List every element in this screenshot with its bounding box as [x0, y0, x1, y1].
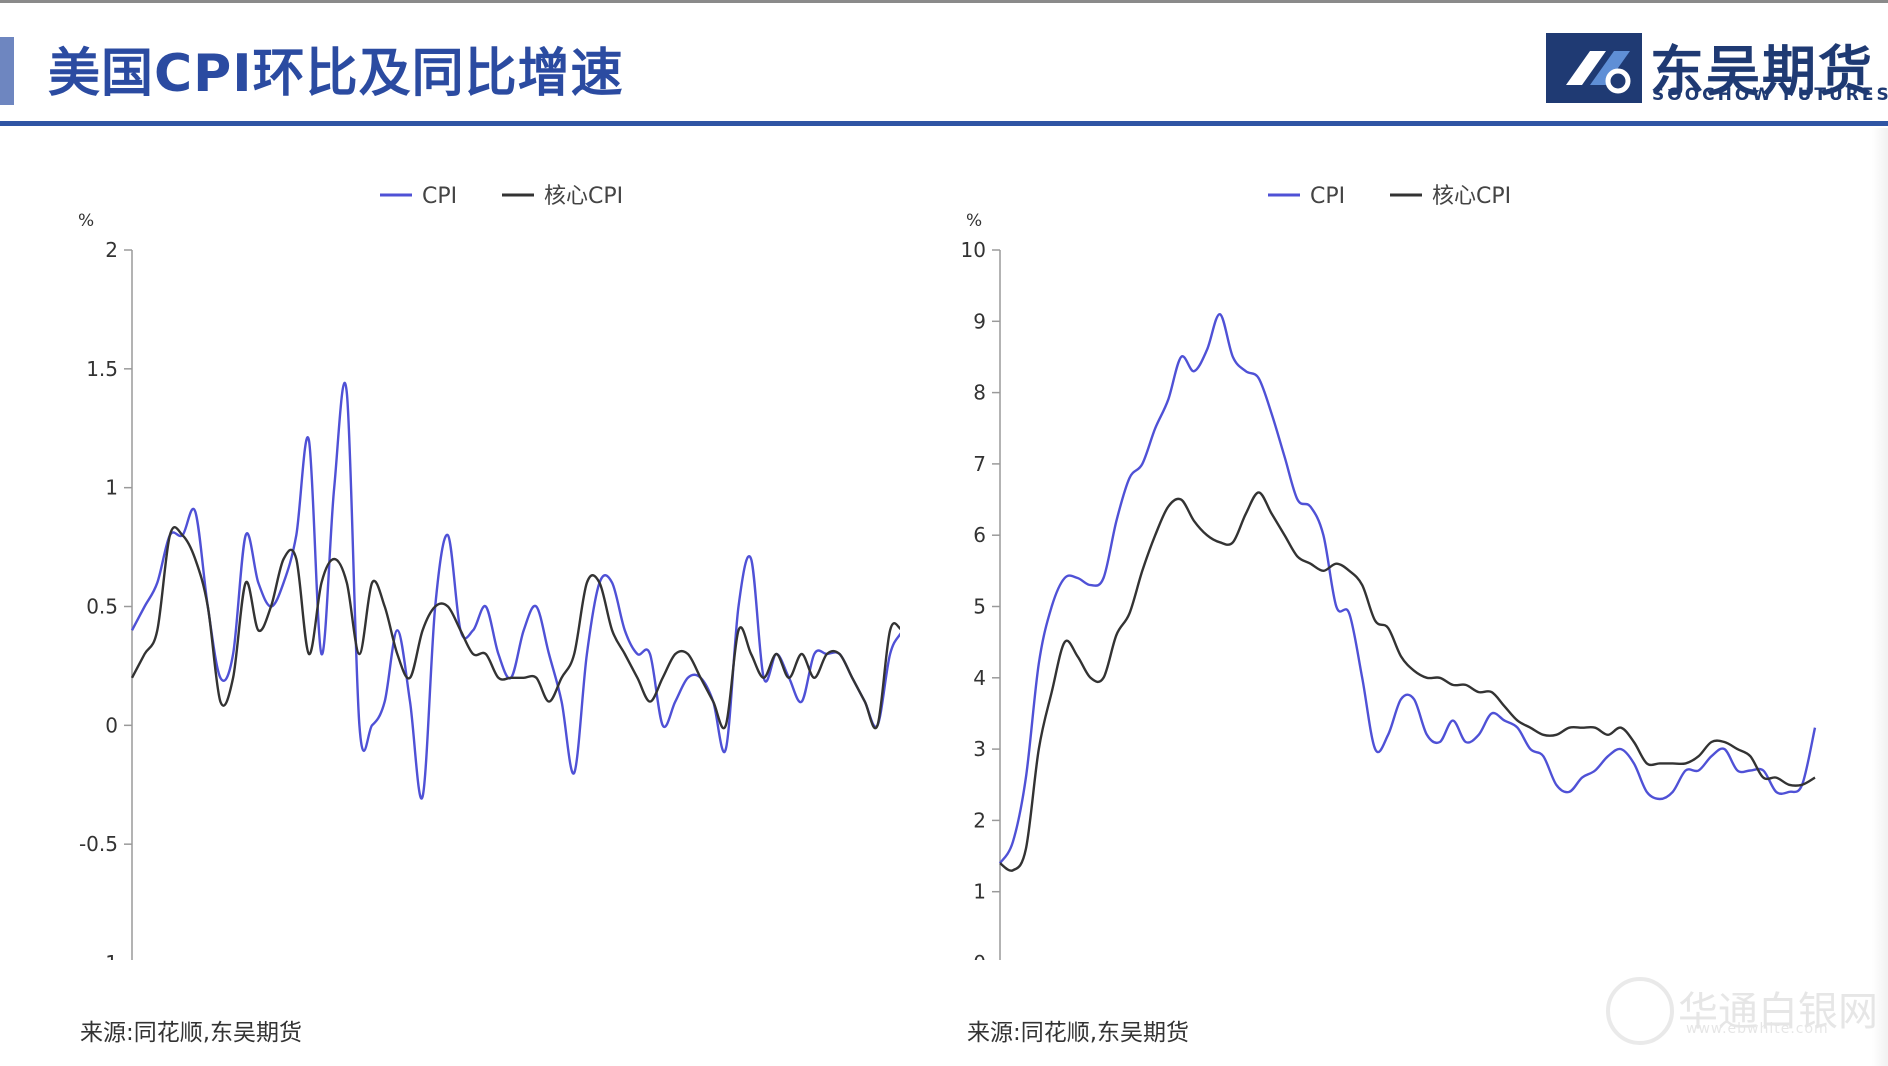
watermark-ring-icon: [1606, 977, 1674, 1045]
header-rule: [0, 121, 1888, 126]
mom-y-tick-label: -0.5: [79, 832, 118, 856]
yoy-y-tick-label: 2: [973, 808, 986, 832]
yoy-y-tick-label: 7: [973, 452, 986, 476]
yoy-y-tick-label: 1: [973, 880, 986, 904]
logo-en-text: SOOCHOW FUTURES: [1652, 85, 1888, 105]
watermark-subtext: www.ebwhite.com: [1686, 1021, 1829, 1037]
slide-header: 美国CPI环比及同比增速 东吴期货 SOOCHOW FUTURES: [0, 3, 1888, 123]
yoy-y-tick-label: 10: [961, 238, 986, 262]
yoy-y-tick-label: 0: [973, 951, 986, 960]
yoy-cpi-chart: CPI核心CPI%10987654321021/1222/1223/1224/1…: [890, 160, 1888, 1000]
yoy-series-line-core-cpi: [999, 491, 1816, 872]
mom-series-line-core-cpi: [130, 526, 930, 730]
yoy-legend-label-core-cpi: 核心CPI: [1432, 184, 1511, 209]
title-accent-bar: [0, 37, 14, 105]
mom-y-tick-label: 2: [105, 238, 118, 262]
mom-y-tick-label: 1.5: [86, 357, 118, 381]
yoy-y-tick-label: 6: [973, 523, 986, 547]
mom-legend-label-cpi: CPI: [422, 184, 457, 209]
mom-cpi-chart: CPI核心CPI%21.510.50-0.5-121/1222/1223/122…: [0, 160, 930, 1000]
yoy-cpi-chart-svg: CPI核心CPI%10987654321021/1222/1223/1224/1…: [961, 184, 1817, 1000]
soochow-logo-icon: [1546, 33, 1642, 103]
mom-legend-label-core-cpi: 核心CPI: [544, 184, 623, 209]
source-note-right: 来源:同花顺,东吴期货: [967, 1020, 1190, 1046]
source-note-left: 来源:同花顺,东吴期货: [80, 1020, 303, 1046]
mom-y-tick-label: 0: [105, 713, 118, 737]
yoy-y-tick-label: 3: [973, 737, 986, 761]
logo-cn-text: 东吴期货: [1650, 40, 1874, 103]
yoy-y-tick-label: 4: [973, 666, 986, 690]
mom-cpi-chart-svg: CPI核心CPI%21.510.50-0.5-121/1222/1223/122…: [78, 184, 930, 1000]
right-edge-shade: [1872, 128, 1888, 1066]
top-rule: [0, 0, 1888, 3]
yoy-series-line-cpi: [998, 312, 1817, 864]
yoy-y-unit: %: [966, 211, 982, 231]
page-title: 美国CPI环比及同比增速: [48, 44, 624, 104]
yoy-y-tick-label: 5: [973, 595, 986, 619]
watermark: 华通白银网 www.ebwhite.com: [1600, 975, 1888, 1050]
yoy-legend-label-cpi: CPI: [1310, 184, 1345, 209]
mom-y-tick-label: -1: [98, 951, 118, 960]
yoy-y-tick-label: 8: [973, 381, 986, 405]
mom-y-unit: %: [78, 211, 94, 231]
mom-series-line-cpi: [130, 381, 930, 800]
company-logo: 东吴期货 SOOCHOW FUTURES: [1546, 29, 1888, 107]
yoy-y-tick-label: 9: [973, 309, 986, 333]
watermark-text: 华通白银网: [1678, 989, 1878, 1035]
mom-y-tick-label: 1: [105, 476, 118, 500]
mom-y-tick-label: 0.5: [86, 595, 118, 619]
